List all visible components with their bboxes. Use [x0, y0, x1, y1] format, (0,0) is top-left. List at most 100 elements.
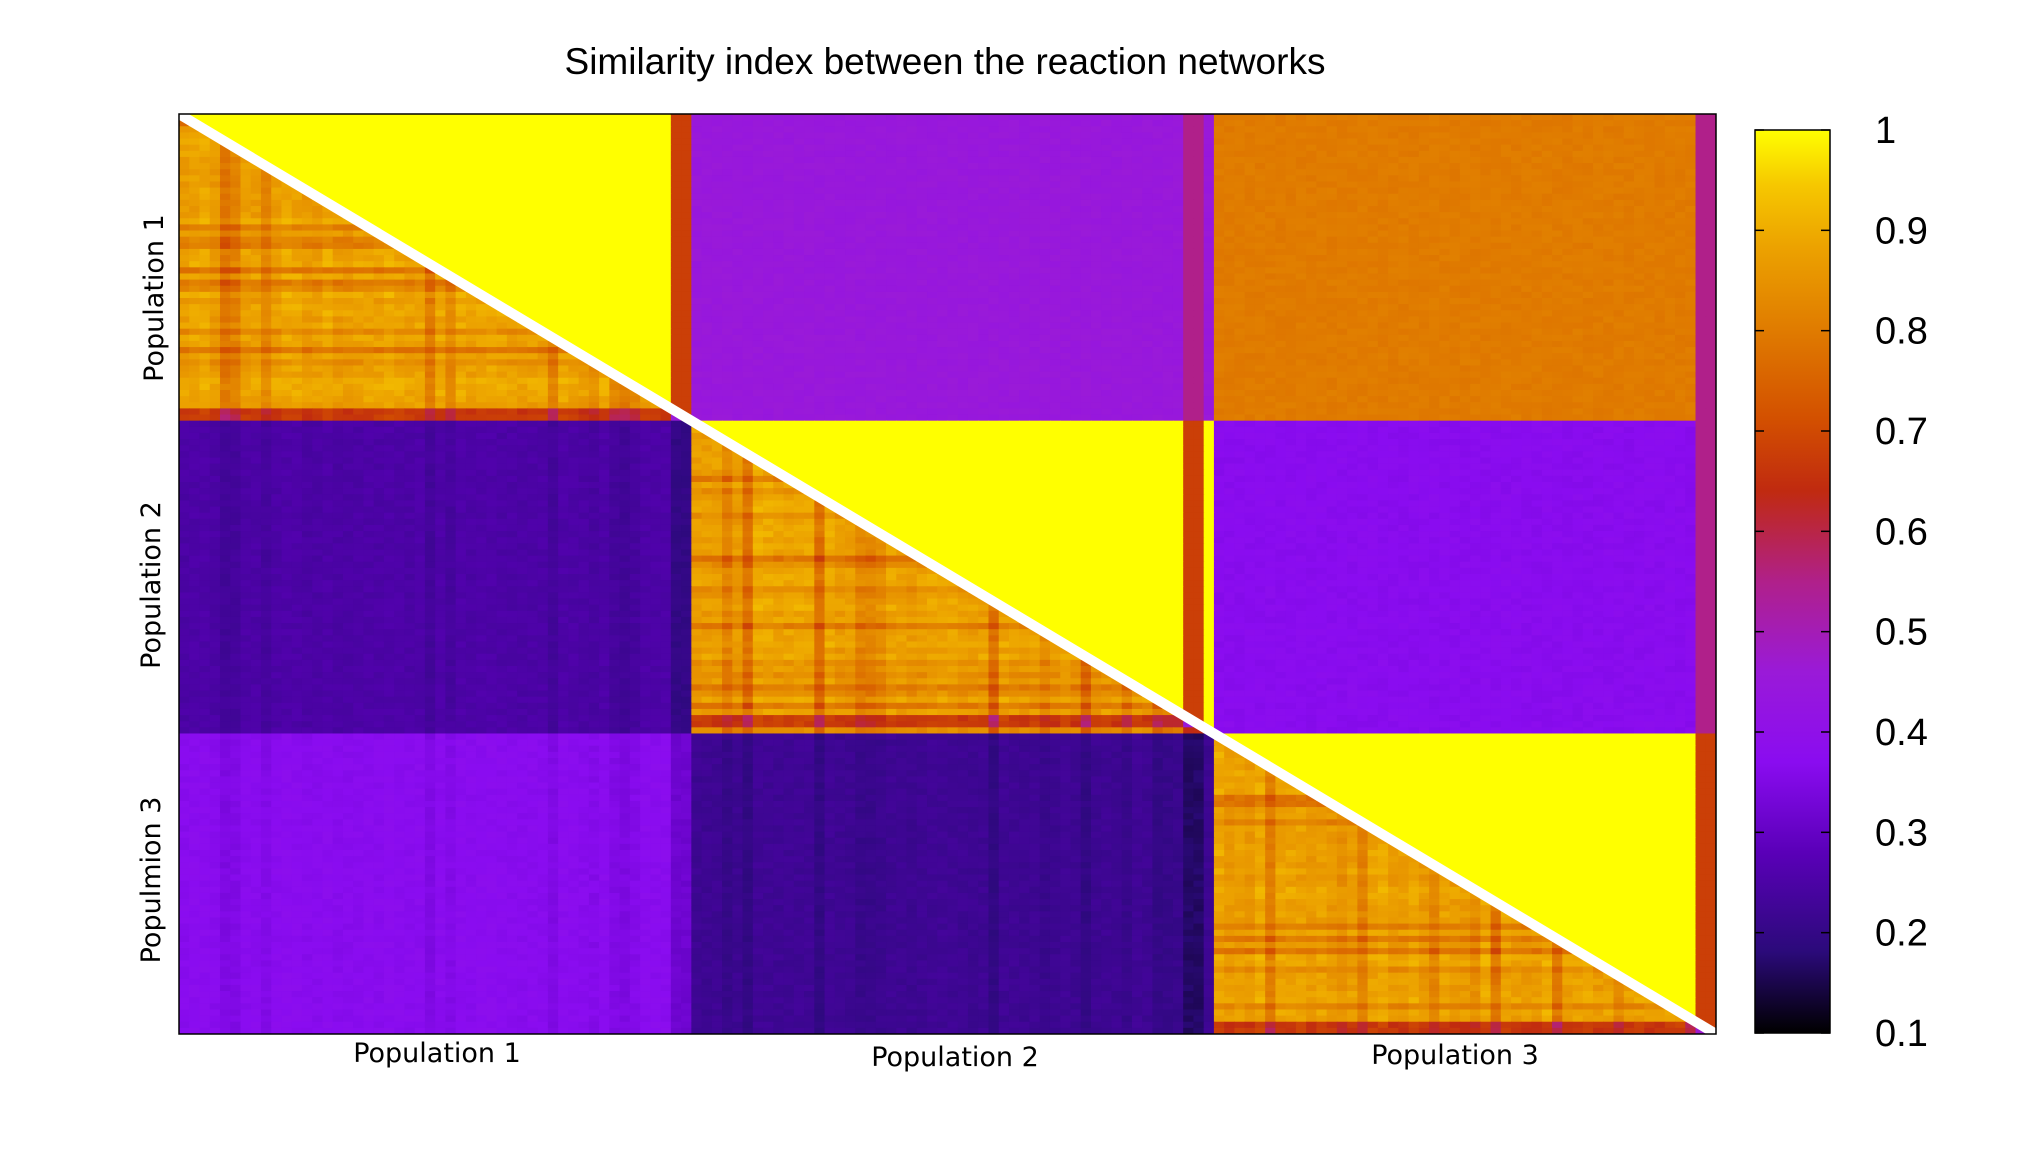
heat-cell — [1296, 267, 1307, 274]
heat-cell — [1562, 286, 1573, 293]
heat-cell — [404, 163, 415, 170]
heat-cell — [1644, 206, 1655, 213]
heat-cell — [1450, 280, 1461, 287]
heat-cell — [609, 255, 620, 262]
heat-cell — [230, 218, 241, 225]
heat-cell — [1552, 243, 1563, 250]
heat-cell — [794, 194, 805, 201]
heat-cell — [1521, 163, 1532, 170]
heat-cell — [825, 286, 836, 293]
heat-cell — [1163, 273, 1174, 280]
heat-cell — [240, 280, 251, 287]
heat-cell — [1204, 212, 1215, 219]
heat-cell — [1460, 261, 1471, 268]
heat-cell — [384, 120, 395, 127]
heat-cell — [1655, 206, 1666, 213]
heat-cell — [896, 206, 907, 213]
heat-cell — [937, 255, 948, 262]
heat-cell — [1265, 273, 1276, 280]
heat-cell — [312, 267, 323, 274]
heat-cell — [650, 286, 661, 293]
heat-cell — [517, 255, 528, 262]
heat-cell — [1050, 139, 1061, 146]
heat-cell — [1368, 114, 1379, 121]
heat-cell — [712, 145, 723, 152]
heat-cell — [907, 151, 918, 158]
heat-cell — [261, 151, 272, 158]
heat-cell — [845, 292, 856, 299]
heat-cell — [1060, 120, 1071, 127]
heat-cell — [1101, 255, 1112, 262]
heat-cell — [404, 298, 415, 305]
heat-cell — [486, 206, 497, 213]
heat-cell — [835, 237, 846, 244]
heat-cell — [1450, 237, 1461, 244]
heat-cell — [825, 194, 836, 201]
heat-cell — [1337, 304, 1348, 311]
heat-cell — [1234, 298, 1245, 305]
heat-cell — [845, 145, 856, 152]
heat-cell — [1562, 267, 1573, 274]
heat-cell — [476, 145, 487, 152]
heat-cell — [825, 249, 836, 256]
heat-cell — [743, 126, 754, 133]
heat-cell — [1624, 126, 1635, 133]
heat-cell — [384, 273, 395, 280]
heat-cell — [712, 181, 723, 188]
heat-cell — [1070, 145, 1081, 152]
heat-cell — [1122, 304, 1133, 311]
heat-cell — [261, 145, 272, 152]
heat-cell — [1152, 218, 1163, 225]
heat-cell — [435, 224, 446, 231]
heat-cell — [1552, 280, 1563, 287]
heat-cell — [1398, 206, 1409, 213]
heat-cell — [835, 267, 846, 274]
heat-cell — [497, 139, 508, 146]
heat-cell — [978, 310, 989, 317]
heat-cell — [1081, 163, 1092, 170]
heat-cell — [1368, 261, 1379, 268]
heat-cell — [948, 310, 959, 317]
heat-cell — [691, 212, 702, 219]
heat-cell — [978, 145, 989, 152]
heat-cell — [835, 304, 846, 311]
heat-cell — [1501, 175, 1512, 182]
heat-cell — [743, 114, 754, 121]
heat-cell — [1665, 206, 1676, 213]
heat-cell — [486, 237, 497, 244]
heat-cell — [1142, 169, 1153, 176]
heat-cell — [1501, 224, 1512, 231]
heat-cell — [1019, 132, 1030, 139]
heat-cell — [1275, 181, 1286, 188]
heat-cell — [1152, 114, 1163, 121]
heat-cell — [958, 231, 969, 238]
heat-cell — [1029, 273, 1040, 280]
heat-cell — [712, 237, 723, 244]
heat-cell — [681, 139, 692, 146]
heat-cell — [1296, 169, 1307, 176]
heat-cell — [1337, 120, 1348, 127]
heat-cell — [1357, 145, 1368, 152]
heat-cell — [476, 218, 487, 225]
heat-cell — [1470, 212, 1481, 219]
heat-cell — [394, 194, 405, 201]
heat-cell — [855, 139, 866, 146]
heat-cell — [814, 243, 825, 250]
heat-cell — [835, 298, 846, 305]
heat-cell — [1583, 132, 1594, 139]
heat-cell — [1675, 280, 1686, 287]
heat-cell — [312, 181, 323, 188]
heat-cell — [1634, 286, 1645, 293]
heat-cell — [968, 249, 979, 256]
heat-cell — [486, 181, 497, 188]
heat-cell — [1675, 181, 1686, 188]
heat-cell — [1378, 194, 1389, 201]
heat-cell — [866, 224, 877, 231]
heat-cell — [1183, 151, 1194, 158]
heat-cell — [394, 132, 405, 139]
heat-cell — [538, 139, 549, 146]
heat-cell — [650, 145, 661, 152]
heat-cell — [210, 267, 221, 274]
heat-cell — [896, 114, 907, 121]
heat-cell — [1306, 163, 1317, 170]
